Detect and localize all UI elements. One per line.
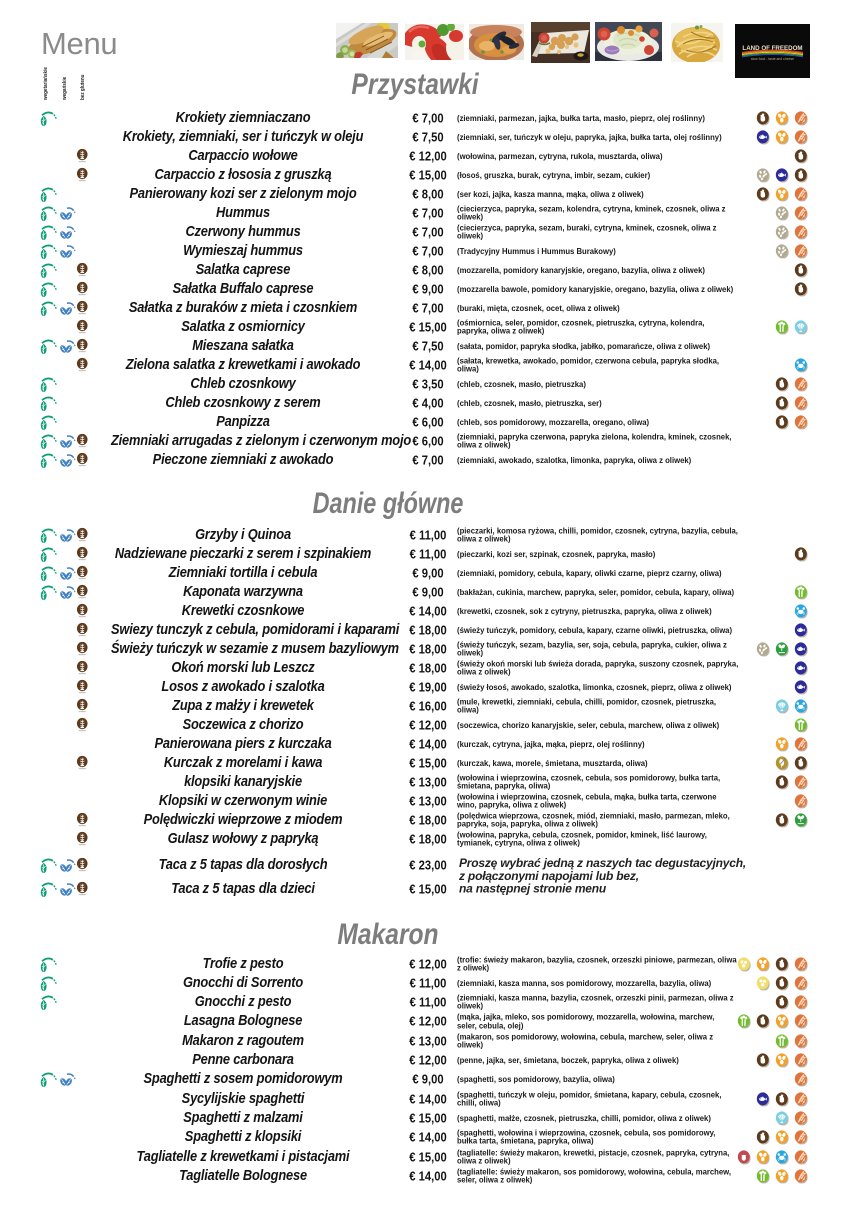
svg-text:LAND OF FREEDOM: LAND OF FREEDOM <box>742 45 802 52</box>
svg-text:slow food - taste and cheese: slow food - taste and cheese <box>751 57 794 61</box>
